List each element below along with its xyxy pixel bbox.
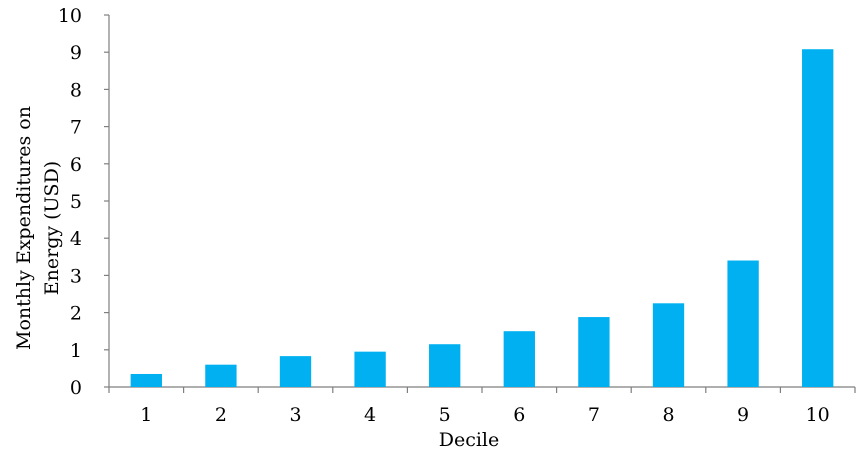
- bar: [279, 356, 312, 387]
- bar: [802, 49, 834, 387]
- x-tick-label: 9: [737, 404, 749, 426]
- x-axis-ticks: 1 2 3 4 5 6 7 8 9 10: [108, 387, 856, 426]
- bar: [503, 331, 535, 387]
- y-tick-label: 6: [70, 154, 82, 176]
- y-tick-label: 4: [70, 228, 82, 250]
- y-tick-label: 1: [70, 340, 82, 362]
- bar: [205, 364, 237, 387]
- y-tick-label: 3: [70, 265, 82, 287]
- bar-series: [130, 49, 834, 387]
- y-tick-label: 8: [70, 79, 82, 101]
- y-tick-label: 5: [70, 191, 82, 213]
- x-tick-label: 8: [662, 404, 674, 426]
- x-tick-label: 1: [140, 404, 152, 426]
- y-tick-label: 7: [70, 117, 82, 139]
- y-axis-title: Monthly Expenditures on Energy (USD): [13, 106, 63, 350]
- bar: [578, 317, 610, 387]
- y-axis-ticks: 0 1 2 3 4 5 6 7 8 9 10: [58, 5, 109, 399]
- bar: [727, 260, 759, 387]
- x-tick-label: 4: [364, 404, 376, 426]
- x-tick-label: 6: [513, 404, 525, 426]
- y-tick-label: 10: [58, 5, 82, 27]
- x-tick-label: 7: [588, 404, 600, 426]
- x-tick-label: 2: [215, 404, 227, 426]
- y-axis-title-line: Energy (USD): [41, 161, 63, 295]
- y-tick-label: 2: [70, 303, 82, 325]
- x-axis-title: Decile: [439, 429, 500, 451]
- y-tick-label: 9: [70, 42, 82, 64]
- x-tick-label: 5: [439, 404, 451, 426]
- x-tick-label: 3: [289, 404, 301, 426]
- x-tick-label: 10: [806, 404, 830, 426]
- bar: [652, 303, 685, 387]
- y-tick-label: 0: [70, 377, 82, 399]
- bar: [130, 373, 162, 387]
- bar: [429, 344, 461, 387]
- bar: [354, 351, 386, 387]
- y-axis-title-line: Monthly Expenditures on: [13, 106, 35, 350]
